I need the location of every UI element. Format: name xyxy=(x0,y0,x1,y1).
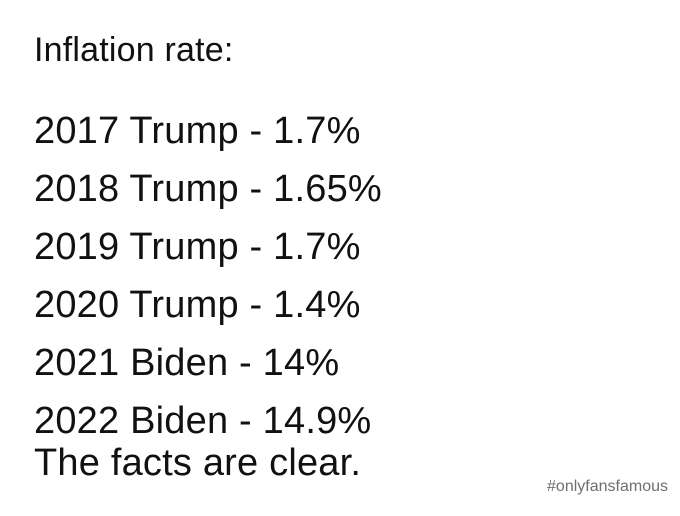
inflation-row-2019: 2019 Trump - 1.7% xyxy=(34,226,361,268)
inflation-row-2017: 2017 Trump - 1.7% xyxy=(34,110,361,152)
inflation-row-2020: 2020 Trump - 1.4% xyxy=(34,284,361,326)
inflation-row-2018: 2018 Trump - 1.65% xyxy=(34,168,382,210)
watermark-hashtag: #onlyfansfamous xyxy=(547,478,668,495)
inflation-row-2021: 2021 Biden - 14% xyxy=(34,342,340,384)
post-conclusion: The facts are clear. xyxy=(34,442,362,484)
post-heading: Inflation rate: xyxy=(34,31,234,69)
inflation-row-2022: 2022 Biden - 14.9% xyxy=(34,400,372,442)
inflation-list: 2017 Trump - 1.7% 2018 Trump - 1.65% 201… xyxy=(34,102,382,450)
